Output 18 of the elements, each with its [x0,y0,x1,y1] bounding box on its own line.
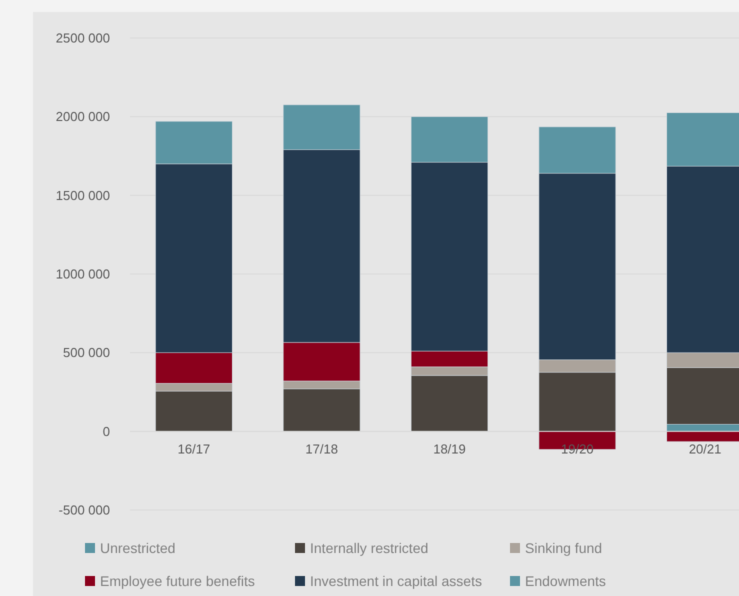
y-tick-label: -500 000 [58,502,110,518]
legend-label: Employee future benefits [100,572,255,589]
y-tick-label: 0 [102,424,110,439]
x-tick-label: 16/17 [178,441,210,456]
legend-label: Unrestricted [100,540,176,556]
x-tick-label: 17/18 [305,441,338,456]
y-tick-label: 1000 000 [56,266,110,282]
x-tick-label: 18/19 [433,441,466,456]
y-tick-label: 500 000 [63,345,110,360]
legend-label: Endowments [525,572,606,589]
legend-label: Sinking fund [525,540,602,556]
x-tick-label: 20/21 [688,441,722,456]
legend-label: Internally restricted [310,540,428,556]
y-tick-label: 1500 000 [56,188,110,203]
y-tick-label: 2000 000 [56,109,110,124]
legend-label: Investment in capital assets [310,572,482,589]
y-tick-label: 2500 000 [56,30,110,46]
x-tick-label: 19/20 [561,441,594,456]
